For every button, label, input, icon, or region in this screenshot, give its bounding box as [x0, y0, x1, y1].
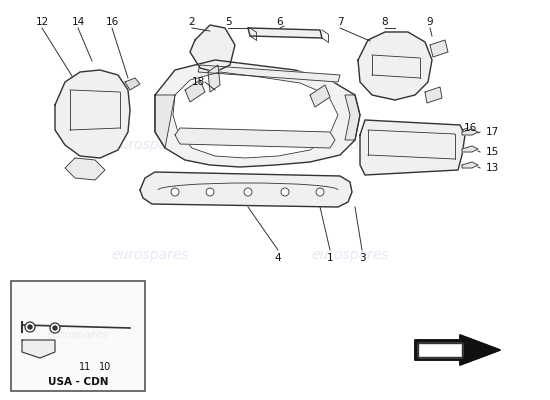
- Polygon shape: [185, 80, 205, 102]
- Circle shape: [244, 188, 252, 196]
- Text: 13: 13: [485, 163, 499, 173]
- Polygon shape: [345, 95, 360, 140]
- Text: eurospares: eurospares: [311, 138, 389, 152]
- Text: 16: 16: [463, 123, 477, 133]
- Polygon shape: [462, 129, 478, 135]
- Circle shape: [50, 323, 60, 333]
- Text: 9: 9: [427, 17, 433, 27]
- Polygon shape: [22, 340, 55, 358]
- Text: eurospares: eurospares: [111, 248, 189, 262]
- Text: 1: 1: [327, 253, 333, 263]
- Polygon shape: [430, 40, 448, 57]
- Polygon shape: [55, 70, 130, 158]
- Circle shape: [171, 188, 179, 196]
- Text: 3: 3: [359, 253, 365, 263]
- Polygon shape: [155, 95, 175, 148]
- FancyBboxPatch shape: [11, 281, 145, 391]
- Text: 12: 12: [35, 17, 48, 27]
- Text: 4: 4: [274, 253, 281, 263]
- Polygon shape: [310, 85, 330, 107]
- Text: 8: 8: [382, 17, 388, 27]
- Polygon shape: [462, 146, 478, 152]
- Text: 5: 5: [225, 17, 232, 27]
- Text: 18: 18: [191, 77, 205, 87]
- Polygon shape: [155, 60, 360, 167]
- Text: eurospares: eurospares: [47, 330, 109, 340]
- Text: 10: 10: [99, 362, 111, 372]
- Circle shape: [28, 325, 32, 329]
- Text: eurospares: eurospares: [111, 138, 189, 152]
- Text: 2: 2: [189, 17, 195, 27]
- Polygon shape: [248, 28, 322, 38]
- Polygon shape: [190, 25, 235, 72]
- Polygon shape: [415, 335, 500, 365]
- Polygon shape: [425, 87, 442, 103]
- Text: eurospares: eurospares: [311, 248, 389, 262]
- Circle shape: [281, 188, 289, 196]
- Polygon shape: [175, 128, 335, 148]
- Polygon shape: [125, 78, 140, 90]
- Polygon shape: [140, 172, 352, 207]
- Text: 6: 6: [277, 17, 283, 27]
- Text: 16: 16: [106, 17, 119, 27]
- Polygon shape: [358, 32, 432, 100]
- Text: 7: 7: [337, 17, 343, 27]
- Polygon shape: [208, 65, 220, 92]
- Circle shape: [25, 322, 35, 332]
- Circle shape: [316, 188, 324, 196]
- Polygon shape: [462, 162, 478, 168]
- Polygon shape: [418, 343, 462, 357]
- Text: 15: 15: [485, 147, 499, 157]
- Polygon shape: [198, 65, 340, 82]
- Circle shape: [206, 188, 214, 196]
- Text: 17: 17: [485, 127, 499, 137]
- Circle shape: [53, 326, 57, 330]
- Text: USA - CDN: USA - CDN: [48, 377, 108, 387]
- Polygon shape: [65, 158, 105, 180]
- Polygon shape: [360, 120, 465, 175]
- Polygon shape: [173, 72, 338, 158]
- Text: 14: 14: [72, 17, 85, 27]
- Text: 11: 11: [79, 362, 91, 372]
